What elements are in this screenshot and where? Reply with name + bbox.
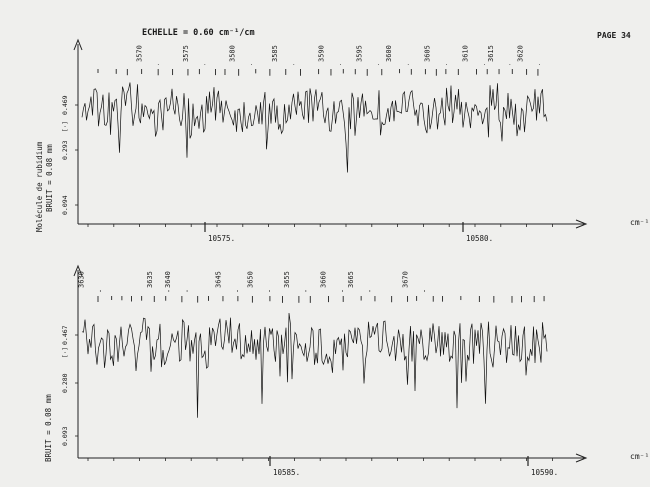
y-tick-label: 0.280	[61, 373, 69, 393]
y-tick-label: 0.467	[61, 325, 69, 345]
page-number: PAGE 34	[597, 31, 631, 40]
x-unit-top: cm⁻¹	[630, 218, 650, 227]
y-marker: [·]	[62, 347, 69, 358]
scale-label: ECHELLE = 0.60 cm⁻¹/cm	[142, 28, 255, 38]
line-annotation: 3660	[319, 271, 327, 288]
line-annotation: 3630	[77, 271, 85, 288]
x-tick-label: 10580.	[466, 234, 493, 243]
line-annotation: 3585	[271, 45, 279, 62]
y-axis-arrow	[73, 38, 83, 51]
x-unit-bottom: cm⁻¹	[630, 452, 650, 461]
line-annotation: 3595	[356, 45, 364, 62]
x-tick-label: 10575.	[208, 234, 235, 243]
line-annotation: 3665	[347, 271, 355, 288]
x-tick-label: 10590.	[531, 468, 558, 477]
y-axis-arrow	[73, 264, 83, 277]
spectrum-trace	[81, 312, 548, 418]
y-tick-label: 0.093	[61, 426, 69, 446]
line-annotation: 3620	[517, 45, 525, 62]
line-annotation: 3650	[246, 271, 254, 288]
x-axis-arrow	[575, 219, 588, 229]
line-annotation: 3645	[214, 271, 222, 288]
y-tick-label: 0.469	[61, 95, 69, 115]
line-annotation: 3670	[402, 271, 410, 288]
line-annotation: 3570	[135, 45, 143, 62]
line-annotation: 3640	[164, 271, 172, 288]
line-annotation: 3605	[423, 45, 431, 62]
line-annotation: 3575	[182, 45, 190, 62]
line-annotation: 3635	[146, 271, 154, 288]
line-annotation: 3615	[487, 45, 495, 62]
line-annotation: 3600	[385, 45, 393, 62]
line-annotation: 3610	[461, 45, 469, 62]
y-tick-label: 0.094	[61, 195, 69, 215]
x-tick-label: 10585.	[273, 468, 300, 477]
y-tick-label: 0.293	[61, 140, 69, 160]
y-marker: [·]	[62, 121, 69, 132]
spectrum-trace	[81, 82, 548, 173]
line-annotation: 3590	[317, 45, 325, 62]
line-annotation: 3655	[283, 271, 291, 288]
line-annotation: 3580	[228, 45, 236, 62]
x-axis-arrow	[575, 453, 588, 463]
